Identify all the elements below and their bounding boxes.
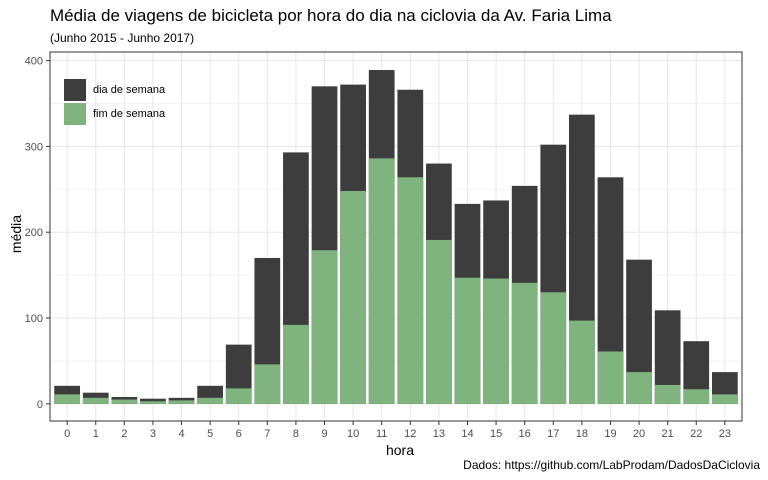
x-tick-label: 15 (490, 428, 502, 440)
bar-weekend-13 (426, 239, 452, 404)
bar-weekend-21 (654, 384, 681, 404)
bar-weekend-4 (168, 400, 195, 404)
bar-weekend-0 (54, 394, 81, 404)
bar-weekend-19 (597, 351, 624, 404)
x-tick-label: 14 (461, 428, 473, 440)
x-tick-label: 9 (321, 428, 327, 440)
x-tick-label: 11 (376, 428, 387, 440)
x-tick-label: 6 (236, 428, 242, 440)
bar-weekend-7 (254, 364, 281, 404)
bar-weekend-10 (340, 191, 366, 404)
bar-weekend-12 (397, 177, 424, 404)
x-tick-label: 4 (178, 428, 184, 440)
bar-weekend-9 (311, 250, 338, 404)
bar-weekend-2 (111, 399, 138, 404)
x-tick-label: 22 (690, 428, 702, 440)
x-tick-label: 21 (662, 428, 674, 440)
y-tick-label: 400 (25, 56, 43, 68)
plot-panel-border (49, 51, 743, 422)
data-source-caption: Dados: https://github.com/LabProdam/Dado… (463, 458, 760, 472)
x-tick-label: 13 (433, 428, 445, 440)
x-tick-label: 12 (404, 428, 416, 440)
x-tick-label: 5 (207, 428, 213, 440)
legend-label-weekend: fim de semana (93, 108, 166, 120)
bar-weekend-20 (626, 372, 652, 404)
x-tick-label: 8 (293, 428, 299, 440)
chart-subtitle: (Junho 2015 - Junho 2017) (50, 31, 195, 45)
bar-weekend-18 (569, 320, 595, 404)
y-tick-label: 300 (25, 141, 43, 153)
legend: dia de semana fim de semana (64, 78, 165, 126)
y-tick-label: 100 (25, 313, 43, 325)
bar-weekend-1 (82, 397, 109, 404)
legend-swatch-weekend (64, 103, 86, 125)
x-tick-label: 1 (93, 428, 99, 440)
x-tick-label: 3 (150, 428, 156, 440)
bar-weekend-22 (683, 389, 710, 404)
x-tick-label: 17 (547, 428, 559, 440)
x-tick-label: 20 (633, 428, 645, 440)
x-tick-label: 2 (121, 428, 127, 440)
y-tick-label: 0 (37, 399, 43, 411)
x-tick-label: 16 (519, 428, 531, 440)
y-tick-label: 200 (25, 227, 43, 239)
x-tick-label: 7 (264, 428, 270, 440)
bar-weekend-11 (368, 158, 395, 404)
legend-label-weekday: dia de semana (93, 84, 166, 96)
chart-title: Média de viagens de bicicleta por hora d… (50, 6, 612, 25)
bar-weekend-23 (711, 394, 738, 404)
x-axis-label: hora (385, 442, 415, 458)
x-tick-label: 19 (604, 428, 616, 440)
x-tick-label: 23 (719, 428, 731, 440)
bar-weekend-17 (540, 292, 567, 404)
y-axis-label: média (8, 214, 24, 254)
x-tick-label: 10 (347, 428, 359, 440)
bar-weekend-14 (454, 277, 481, 404)
bar-weekend-16 (511, 282, 538, 404)
bar-weekend-6 (225, 388, 252, 404)
bar-weekend-5 (197, 397, 223, 404)
bar-weekend-15 (483, 278, 509, 404)
x-tick-label: 18 (576, 428, 588, 440)
legend-item-weekend: fim de semana (64, 102, 165, 126)
bar-weekend-8 (283, 324, 309, 404)
bar-weekend-3 (140, 401, 166, 404)
legend-swatch-weekday (64, 79, 86, 101)
legend-item-weekday: dia de semana (64, 78, 165, 102)
x-tick-label: 0 (64, 428, 70, 440)
